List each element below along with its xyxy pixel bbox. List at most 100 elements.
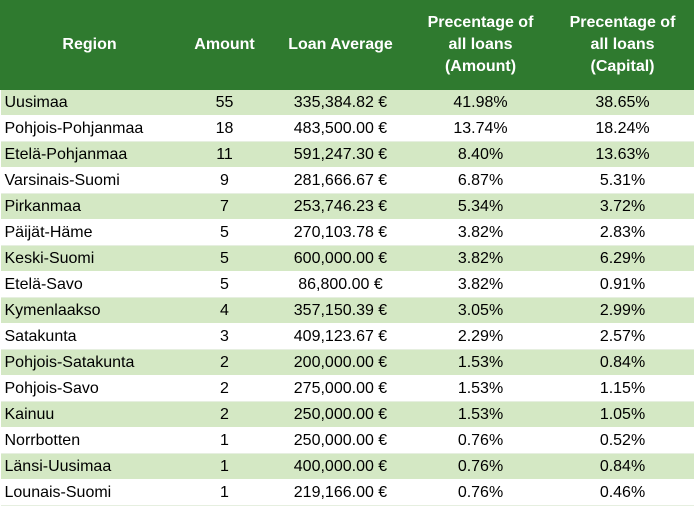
table-header: Region Amount Loan Average Precentage of…: [1, 1, 694, 90]
cell-amount: 2: [179, 350, 271, 376]
cell-loan-average: 275,000.00 €: [271, 376, 411, 402]
cell-loan-average: 409,123.67 €: [271, 324, 411, 350]
cell-amount: 3: [179, 324, 271, 350]
header-pct-capital-line-1: Precentage of: [557, 12, 688, 34]
cell-pct-capital: 3.72%: [551, 194, 694, 220]
cell-loan-average: 400,000.00 €: [271, 454, 411, 480]
cell-loan-average: 200,000.00 €: [271, 350, 411, 376]
cell-amount: 5: [179, 246, 271, 272]
cell-pct-capital: 6.29%: [551, 246, 694, 272]
cell-pct-capital: 1.15%: [551, 376, 694, 402]
cell-loan-average: 86,800.00 €: [271, 272, 411, 298]
cell-region: Lounais-Suomi: [1, 480, 179, 506]
cell-region: Päijät-Häme: [1, 220, 179, 246]
cell-loan-average: 335,384.82 €: [271, 90, 411, 116]
cell-pct-amount: 0.76%: [411, 454, 551, 480]
cell-pct-amount: 5.34%: [411, 194, 551, 220]
cell-loan-average: 219,166.00 €: [271, 480, 411, 506]
cell-amount: 1: [179, 428, 271, 454]
cell-pct-capital: 0.52%: [551, 428, 694, 454]
cell-pct-amount: 1.53%: [411, 376, 551, 402]
cell-region: Norrbotten: [1, 428, 179, 454]
cell-amount: 18: [179, 116, 271, 142]
header-pct-amount-line-3: (Amount): [417, 56, 544, 78]
cell-pct-capital: 0.46%: [551, 480, 694, 506]
cell-pct-capital: 5.31%: [551, 168, 694, 194]
cell-region: Satakunta: [1, 324, 179, 350]
cell-region: Uusimaa: [1, 90, 179, 116]
cell-amount: 4: [179, 298, 271, 324]
cell-pct-amount: 41.98%: [411, 90, 551, 116]
cell-pct-amount: 0.76%: [411, 428, 551, 454]
cell-region: Länsi-Uusimaa: [1, 454, 179, 480]
cell-loan-average: 483,500.00 €: [271, 116, 411, 142]
cell-loan-average: 591,247.30 €: [271, 142, 411, 168]
cell-pct-amount: 3.82%: [411, 220, 551, 246]
cell-amount: 5: [179, 220, 271, 246]
cell-pct-capital: 38.65%: [551, 90, 694, 116]
cell-pct-capital: 13.63%: [551, 142, 694, 168]
header-pct-amount-line-2: all loans: [417, 34, 544, 56]
cell-amount: 2: [179, 376, 271, 402]
cell-loan-average: 250,000.00 €: [271, 428, 411, 454]
cell-pct-amount: 6.87%: [411, 168, 551, 194]
cell-amount: 11: [179, 142, 271, 168]
cell-pct-capital: 0.91%: [551, 272, 694, 298]
cell-amount: 2: [179, 402, 271, 428]
cell-loan-average: 253,746.23 €: [271, 194, 411, 220]
cell-pct-amount: 1.53%: [411, 402, 551, 428]
header-amount: Amount: [179, 1, 271, 90]
cell-region: Etelä-Savo: [1, 272, 179, 298]
cell-pct-capital: 2.99%: [551, 298, 694, 324]
cell-amount: 7: [179, 194, 271, 220]
cell-loan-average: 600,000.00 €: [271, 246, 411, 272]
cell-pct-amount: 3.82%: [411, 272, 551, 298]
header-pct-amount: Precentage of all loans (Amount): [411, 1, 551, 90]
cell-amount: 1: [179, 480, 271, 506]
cell-pct-amount: 3.05%: [411, 298, 551, 324]
cell-amount: 1: [179, 454, 271, 480]
cell-loan-average: 250,000.00 €: [271, 402, 411, 428]
cell-amount: 9: [179, 168, 271, 194]
cell-pct-capital: 18.24%: [551, 116, 694, 142]
cell-amount: 55: [179, 90, 271, 116]
cell-pct-capital: 2.57%: [551, 324, 694, 350]
cell-pct-capital: 0.84%: [551, 350, 694, 376]
cell-pct-amount: 1.53%: [411, 350, 551, 376]
header-pct-amount-line-1: Precentage of: [417, 12, 544, 34]
header-pct-capital-line-3: (Capital): [557, 56, 688, 78]
cell-pct-capital: 0.84%: [551, 454, 694, 480]
cell-region: Kymenlaakso: [1, 298, 179, 324]
cell-region: Pirkanmaa: [1, 194, 179, 220]
cell-pct-capital: 1.05%: [551, 402, 694, 428]
header-region: Region: [1, 1, 179, 90]
cell-loan-average: 357,150.39 €: [271, 298, 411, 324]
cell-region: Kainuu: [1, 402, 179, 428]
header-pct-capital: Precentage of all loans (Capital): [551, 1, 694, 90]
cell-pct-capital: 2.83%: [551, 220, 694, 246]
cell-pct-amount: 3.82%: [411, 246, 551, 272]
cell-region: Etelä-Pohjanmaa: [1, 142, 179, 168]
header-loan-average: Loan Average: [271, 1, 411, 90]
cell-loan-average: 281,666.67 €: [271, 168, 411, 194]
cell-amount: 5: [179, 272, 271, 298]
header-row: Region Amount Loan Average Precentage of…: [1, 1, 694, 90]
cell-region: Pohjois-Satakunta: [1, 350, 179, 376]
cell-region: Pohjois-Pohjanmaa: [1, 116, 179, 142]
cell-pct-amount: 2.29%: [411, 324, 551, 350]
